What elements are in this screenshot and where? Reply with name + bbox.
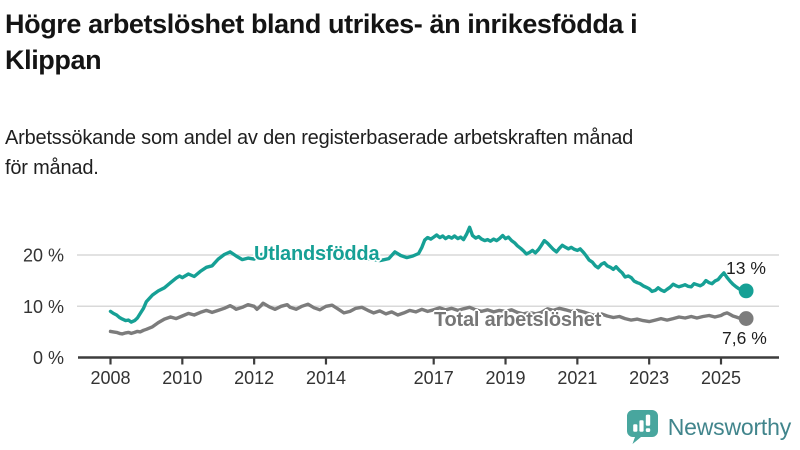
y-tick-label: 20 % [23, 246, 64, 266]
subtitle-line-2: för månad. [5, 157, 99, 179]
newsworthy-logo-text: Newsworthy [667, 413, 791, 440]
y-tick-label: 0 % [33, 348, 64, 368]
series-line-utlandsf-dda [108, 225, 748, 324]
series-end-dot [738, 283, 754, 299]
y-tick-label: 10 % [23, 297, 64, 317]
y-gridlines [77, 254, 779, 308]
x-tick-label: 2012 [234, 368, 274, 388]
series-end-dot [738, 311, 754, 326]
series-line-total-arbetsl-shet [108, 301, 748, 336]
newsworthy-logo: Newsworthy [626, 409, 791, 445]
x-tick-label: 2021 [557, 368, 597, 388]
exclamation-dot [645, 428, 650, 432]
x-tick-label: 2017 [414, 368, 454, 388]
x-tick-label: 2023 [629, 368, 669, 388]
x-tick-label: 2008 [90, 368, 130, 388]
newsworthy-chart-bubble-icon [626, 410, 658, 444]
subtitle: Arbetssökande som andel av den registerb… [5, 123, 800, 183]
exclamation-bar [645, 414, 650, 426]
page-title-line-2: Klippan [5, 45, 102, 75]
bar-short [632, 424, 638, 432]
x-tick-label: 2019 [486, 368, 526, 388]
x-ticks: 2008 2010 2012 2014 2017 2019 2021 2023 2025 [90, 357, 741, 388]
subtitle-line-1: Arbetssökande som andel av den registerb… [5, 127, 634, 149]
header: Högre arbetslöshet bland utrikes- än inr… [0, 0, 800, 183]
x-tick-label: 2010 [162, 368, 202, 388]
y-tick-labels: 0 % 10 % 20 % [23, 246, 64, 369]
bar-tall [639, 420, 644, 432]
x-tick-label: 2025 [701, 368, 741, 388]
x-tick-label: 2014 [306, 368, 346, 388]
page-title-line-1: Högre arbetslöshet bland utrikes- än inr… [5, 9, 638, 39]
